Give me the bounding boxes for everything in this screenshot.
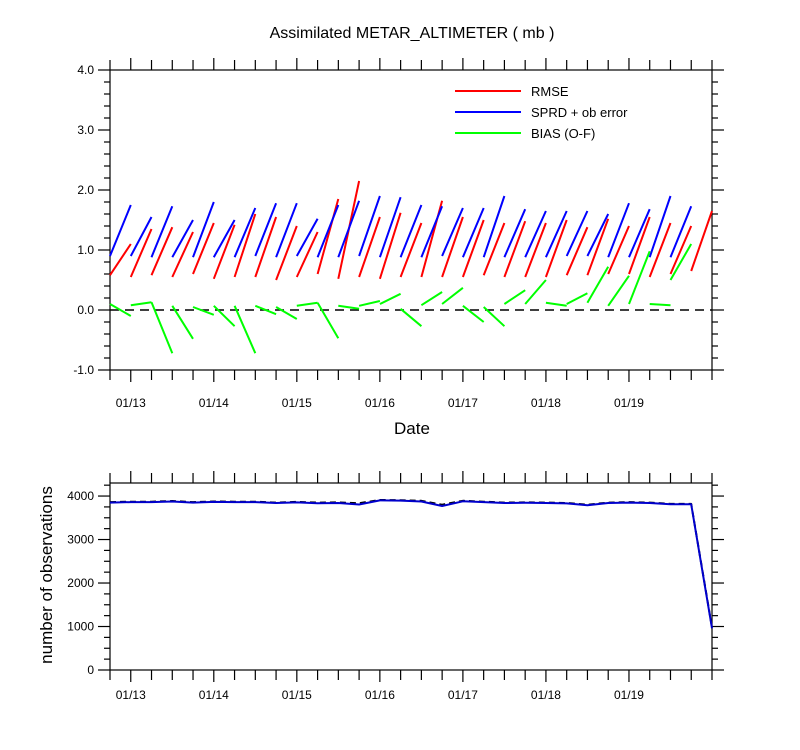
y-tick-label: 0.0 [77, 303, 94, 317]
x-tick-label: 01/19 [614, 688, 644, 702]
series-line-bias-o-f [109, 243, 693, 354]
y-tick-label: 3.0 [77, 123, 94, 137]
legend-label-bias: BIAS (O-F) [531, 126, 595, 141]
plot-frame [109, 482, 713, 671]
y-tick-label: 4.0 [77, 63, 94, 77]
legend-label-rmse: RMSE [531, 84, 569, 99]
x-tick-label: 01/15 [282, 396, 312, 410]
series-line-rmse [109, 180, 713, 281]
y-tick-label: 2000 [67, 576, 94, 590]
y-tick-label: 3000 [67, 533, 94, 547]
obs-line-possible [109, 499, 713, 628]
series-line-sprd-ob-error [109, 195, 693, 258]
x-tick-label: 01/16 [365, 688, 395, 702]
y-tick-label: 1.0 [77, 243, 94, 257]
x-tick-label: 01/13 [116, 396, 146, 410]
obs-line-used [109, 499, 713, 629]
x-tick-label: 01/13 [116, 688, 146, 702]
x-tick-label: 01/15 [282, 688, 312, 702]
x-tick-label: 01/14 [199, 396, 229, 410]
y-tick-label: 4000 [67, 489, 94, 503]
y-tick-label: 1000 [67, 620, 94, 634]
bottom-chart-panel: 01/13 01/14 01/15 01/16 01/17 01/18 01/19 0 1000… [67, 471, 724, 702]
x-tick-label: 01/17 [448, 396, 478, 410]
x-tick-label: 01/16 [365, 396, 395, 410]
x-tick-label: 01/14 [199, 688, 229, 702]
legend-label-sprd: SPRD + ob error [531, 105, 628, 120]
x-tick-label: 01/18 [531, 688, 561, 702]
x-tick-label: 01/18 [531, 396, 561, 410]
y-tick-label: 2.0 [77, 183, 94, 197]
top-chart-panel: 01/13 01/14 01/15 01/16 01/17 01/18 01/19 -1.0 0… [73, 58, 724, 410]
plot-frame [109, 69, 713, 371]
x-tick-label: 01/19 [614, 396, 644, 410]
legend: RMSE SPRD + ob error BIAS (O-F) [455, 84, 628, 141]
x-tick-label: 01/17 [448, 688, 478, 702]
y-tick-label: -1.0 [73, 363, 94, 377]
x-axis-title: Date [394, 419, 430, 438]
y-axis-title-observations: number of observations [37, 486, 56, 664]
chart-title: Assimilated METAR_ALTIMETER ( mb ) [270, 25, 555, 42]
y-tick-label: 0 [87, 663, 94, 677]
